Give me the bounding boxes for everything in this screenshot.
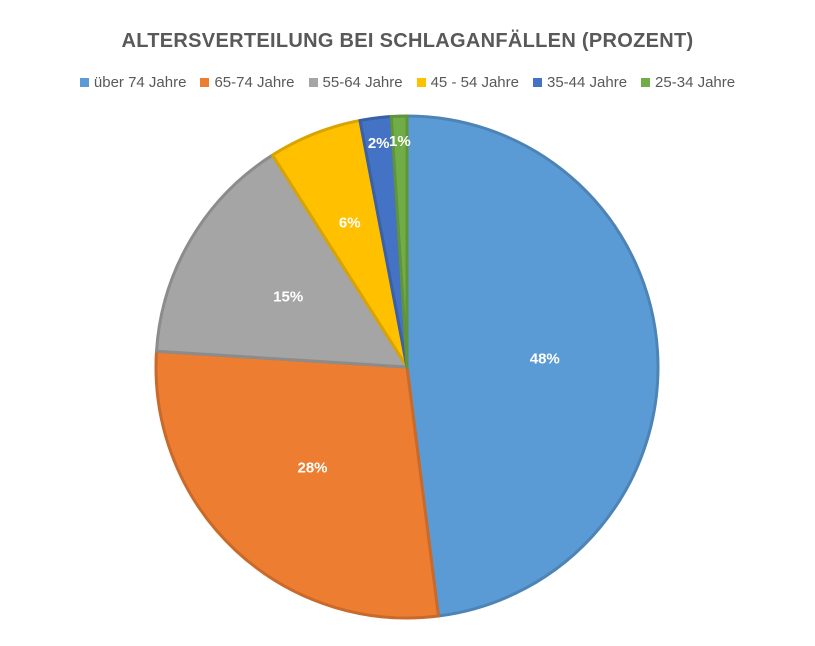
legend-item-25-34: 25-34 Jahre xyxy=(641,74,735,91)
pie-slice-5 xyxy=(389,114,409,369)
slice-label-0: 48% xyxy=(530,350,560,367)
legend-swatch xyxy=(416,78,426,87)
chart-legend: über 74 Jahre 65-74 Jahre 55-64 Jahre 45… xyxy=(0,74,815,91)
legend-label: 55-64 Jahre xyxy=(322,74,403,91)
legend-label: 65-74 Jahre xyxy=(214,74,295,91)
chart-title: ALTERSVERTEILUNG BEI SCHLAGANFÄLLEN (PRO… xyxy=(121,30,694,52)
legend-item-55-64: 55-64 Jahre xyxy=(308,74,403,91)
legend-swatch xyxy=(200,78,210,87)
legend-swatch xyxy=(79,78,89,87)
slice-label-3: 6% xyxy=(339,214,361,231)
legend-item-45-54: 45 - 54 Jahre xyxy=(416,74,519,91)
legend-item-ueber-74: über 74 Jahre xyxy=(79,74,187,91)
slice-label-5: 1% xyxy=(389,133,411,150)
legend-label: über 74 Jahre xyxy=(93,74,187,91)
pie-slice-2 xyxy=(155,153,409,369)
pie-slice-0 xyxy=(405,114,660,618)
legend-swatch xyxy=(532,78,542,87)
slice-label-4: 2% xyxy=(368,135,390,152)
legend-swatch xyxy=(308,78,318,87)
legend-item-65-74: 65-74 Jahre xyxy=(200,74,295,91)
legend-label: 25-34 Jahre xyxy=(655,74,736,91)
slice-label-2: 15% xyxy=(273,289,303,306)
pie-slice-1 xyxy=(154,349,440,620)
legend-item-35-44: 35-44 Jahre xyxy=(532,74,628,91)
legend-label: 35-44 Jahre xyxy=(546,74,628,91)
slice-label-1: 28% xyxy=(297,460,327,477)
legend-label: 45 - 54 Jahre xyxy=(430,74,519,91)
legend-swatch xyxy=(641,78,651,87)
